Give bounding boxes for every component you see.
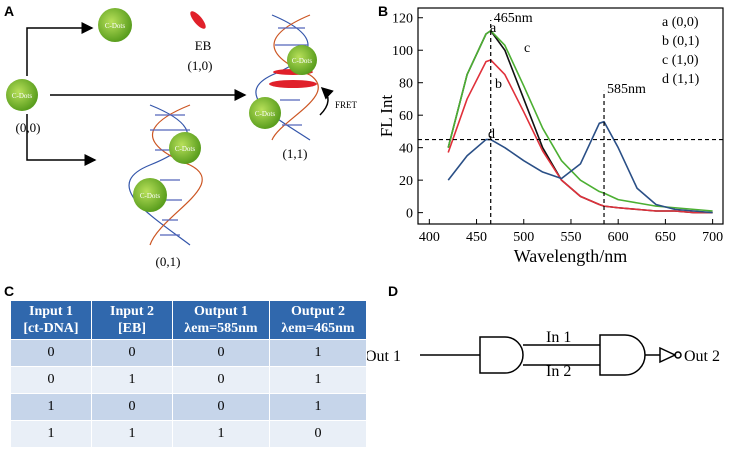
reference-label: 465nm — [494, 11, 533, 26]
reference-label: 585nm — [607, 82, 646, 97]
x-tick-label: 700 — [702, 230, 723, 245]
y-tick-label: 60 — [399, 109, 413, 124]
y-tick-label: 80 — [399, 77, 413, 92]
legend-entry: b (0,1) — [662, 34, 700, 49]
y-tick-label: 0 — [406, 207, 413, 222]
header: Output 1 λem=585nm — [172, 300, 270, 340]
series-line — [447, 59, 713, 214]
x-tick-label: 500 — [513, 230, 534, 245]
header: Output 2 λem=465nm — [269, 300, 367, 340]
cell: 0 — [91, 339, 173, 367]
h: λem=585nm — [184, 321, 258, 336]
header: Input 2 [EB] — [91, 300, 173, 340]
legend-entry: d (1,1) — [662, 72, 700, 87]
cell: 1 — [91, 420, 173, 448]
logic-diagram — [420, 334, 682, 376]
x-tick-label: 400 — [419, 230, 440, 245]
curve-label: a — [490, 21, 497, 36]
cell: 0 — [172, 393, 270, 421]
cell: 1 — [269, 393, 367, 421]
dot-label: C-Dots — [255, 110, 276, 118]
y-axis-label: FL Int — [377, 95, 396, 138]
c-dot-labels: C-Dots C-Dots C-Dots C-Dots C-Dots C-Dot… — [12, 22, 313, 200]
state: (1,0) — [188, 58, 213, 73]
h: Input 2 — [110, 304, 154, 319]
x-axis-label: Wavelength/nm — [514, 246, 628, 266]
cell: 0 — [172, 366, 270, 394]
fret: FRET — [335, 100, 358, 110]
cell: 0 — [10, 366, 92, 394]
header: Input 1 [ct-DNA] — [10, 300, 92, 340]
legend-entry: a (0,0) — [662, 15, 699, 30]
curve-label: d — [488, 127, 495, 142]
logic-label: Out 1 — [365, 348, 401, 365]
x-tick-label: 450 — [466, 230, 487, 245]
h: [EB] — [118, 321, 146, 336]
h: [ct-DNA] — [23, 321, 79, 336]
x-tick-label: 550 — [560, 230, 581, 245]
dot-label: C-Dots — [105, 22, 126, 30]
state: (1,1) — [283, 146, 308, 161]
curve-label: b — [495, 77, 502, 92]
eb — [190, 11, 206, 29]
x-tick-label: 600 — [608, 230, 629, 245]
h: λem=465nm — [281, 321, 355, 336]
panel-label: B — [378, 3, 388, 19]
dot-label: C-Dots — [140, 192, 161, 200]
h: Output 1 — [193, 304, 249, 319]
dna — [128, 14, 319, 246]
arrows — [26, 22, 334, 166]
cell: 1 — [10, 393, 92, 421]
logic-label: In 1 — [546, 329, 571, 346]
y-tick-label: 20 — [399, 174, 413, 189]
cell: 0 — [269, 420, 367, 448]
cell: 1 — [172, 420, 270, 448]
y-tick-label: 100 — [392, 44, 413, 59]
panel-label: A — [4, 3, 14, 19]
h: Input 1 — [29, 304, 73, 319]
cell: 1 — [269, 366, 367, 394]
y-tick-label: 40 — [399, 142, 413, 157]
dot-label: C-Dots — [12, 92, 33, 100]
panel-label: D — [388, 283, 398, 299]
h: Output 2 — [290, 304, 346, 319]
cell: 1 — [91, 366, 173, 394]
eb-label: EB — [195, 38, 212, 53]
y-tick-label: 120 — [392, 12, 413, 27]
state: (0,0) — [16, 120, 41, 135]
cell: 1 — [10, 420, 92, 448]
dot-label: C-Dots — [175, 145, 196, 153]
state: (0,1) — [156, 254, 181, 269]
truth-table: Input 1 [ct-DNA] Input 2 [EB] Output 1 λem=… — [10, 300, 367, 448]
x-tick-label: 650 — [655, 230, 676, 245]
cell: 0 — [172, 339, 270, 367]
eb — [269, 80, 317, 88]
dot-label: C-Dots — [292, 57, 313, 65]
panel-label: C — [4, 283, 14, 299]
curve-label: c — [524, 41, 530, 56]
c-dots — [6, 8, 317, 212]
cell: 1 — [269, 339, 367, 367]
logic-label: Out 2 — [684, 348, 720, 365]
cell: 0 — [10, 339, 92, 367]
header-row: Input 1 [ct-DNA] Input 2 [EB] Output 1 λem=… — [10, 300, 367, 340]
logic-label: In 2 — [546, 363, 571, 380]
legend-entry: c (1,0) — [662, 53, 699, 68]
cell: 0 — [91, 393, 173, 421]
